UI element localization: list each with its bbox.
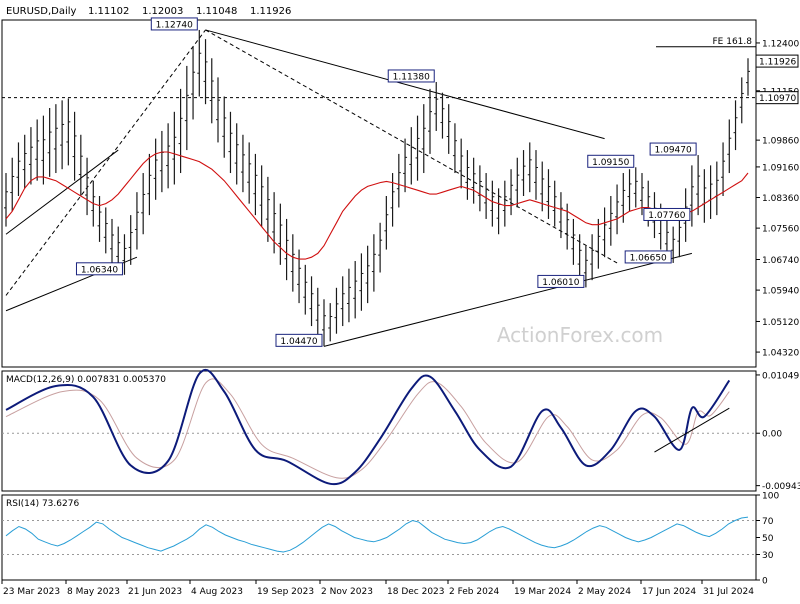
price-annotation-box: [537, 274, 585, 288]
x-axis-tick-label: 2 Feb 2024: [449, 587, 500, 597]
macd-panel-frame: [1, 370, 757, 492]
price-y-tick-label: 1.07560: [762, 225, 799, 235]
chart-header-ohlc: 1.11102 1.12003 1.11048 1.11926: [88, 6, 291, 17]
header-ohlc-value: 1.11048: [196, 6, 237, 17]
macd-y-tick-label: 0.01049: [762, 371, 799, 381]
price-annotation-label: 1.06650: [630, 253, 667, 263]
trendline: [323, 252, 693, 347]
dashed-trendline: [5, 29, 206, 296]
price-annotation-label: 1.09150: [592, 158, 629, 168]
reference-level-box: [755, 91, 799, 105]
header-ohlc-value: 1.11102: [88, 6, 129, 17]
x-axis: 23 Mar 2023 8 May 2023 21 Jun 2023 4 Aug 20…: [1, 580, 754, 597]
x-axis-tick-label: 8 May 2023: [67, 587, 120, 597]
price-y-tick-label: 1.06740: [762, 256, 799, 266]
macd-panel: MACD(12,26,9) 0.007831 0.005370 0.01049 0.…: [1, 368, 800, 492]
price-annotation-box: [387, 69, 435, 83]
price-annotation-box: [75, 262, 123, 276]
x-axis-tick-label: 21 Jun 2023: [128, 587, 182, 597]
macd-line: [5, 368, 731, 486]
price-annotation-box: [587, 154, 635, 168]
macd-y-tick-label: -0.009435: [762, 482, 800, 492]
x-axis-tick-label: 23 Mar 2023: [3, 587, 60, 597]
rsi-panel: RSI(14) 73.6276 100 70 50 30 0: [1, 492, 779, 587]
price-annotation-box: [150, 17, 198, 31]
macd-y-tick-label: 0.00: [762, 430, 782, 440]
x-axis-tick-label: 17 Jun 2024: [642, 587, 696, 597]
x-axis-tick-label: 19 Sep 2023: [257, 587, 314, 597]
header-ohlc-value: 1.11926: [250, 6, 291, 17]
rsi-label: RSI(14) 73.6276: [6, 499, 79, 509]
rsi-y-tick-label: 0: [762, 577, 768, 587]
x-axis-tick-label: 2 May 2024: [578, 587, 631, 597]
price-annotation-label: 1.07760: [648, 211, 685, 221]
x-axis-tick-label: 18 Dec 2023: [387, 587, 445, 597]
x-axis-tick-label: 4 Aug 2023: [191, 587, 243, 597]
macd-label: MACD(12,26,9) 0.007831 0.005370: [6, 375, 166, 385]
x-axis-tick-label: 2 Nov 2023: [321, 587, 373, 597]
price-y-tick-label: 1.05940: [762, 287, 799, 297]
fe-label: FE 161.8: [713, 37, 753, 47]
price-annotation-box: [275, 333, 323, 347]
price-y-tick-label: 1.04320: [762, 349, 799, 359]
rsi-y-tick-label: 30: [762, 551, 774, 561]
x-axis-tick-label: 31 Jul 2024: [703, 587, 754, 597]
x-axis-tick-label: 19 Mar 2024: [514, 587, 571, 597]
price-y-tick-label: 1.12400: [762, 39, 799, 49]
price-annotation-box: [624, 250, 672, 264]
reference-level-label: 1.10970: [759, 94, 796, 104]
price-annotation-label: 1.11380: [393, 72, 430, 82]
price-annotation-label: 1.04470: [280, 337, 317, 347]
price-annotation-label: 1.12740: [156, 20, 193, 30]
last-price-label: 1.11926: [759, 58, 796, 68]
price-annotation-label: 1.09470: [655, 146, 692, 156]
trendline: [5, 149, 119, 235]
price-y-tick-label: 1.09860: [762, 137, 799, 147]
price-annotation-box: [649, 142, 697, 156]
watermark: ActionForex.com: [497, 323, 663, 347]
price-annotation-label: 1.06340: [81, 265, 118, 275]
rsi-line: [5, 516, 749, 553]
price-y-tick-label: 1.08360: [762, 194, 799, 204]
price-panel-frame: [1, 19, 757, 368]
price-y-tick-label: 1.09160: [762, 163, 799, 173]
rsi-y-tick-label: 100: [762, 492, 779, 502]
moving-average-line: [5, 151, 749, 260]
rsi-y-tick-label: 50: [762, 534, 774, 544]
header-ohlc-value: 1.12003: [142, 6, 183, 17]
last-price-box: [755, 54, 799, 68]
rsi-y-tick-label: 70: [762, 517, 774, 527]
price-annotation-label: 1.06010: [542, 278, 579, 288]
price-annotation-box: [643, 207, 691, 221]
chart-header-symbol: EURUSD,Daily: [6, 6, 77, 17]
price-y-tick-label: 1.05120: [762, 318, 799, 328]
dashed-trendline: [205, 29, 618, 264]
trendline: [205, 29, 605, 140]
macd-trendline: [654, 407, 730, 453]
price-panel: ActionForex.com FE 161.8 1.12740 1.11380 1.0…: [1, 17, 799, 368]
